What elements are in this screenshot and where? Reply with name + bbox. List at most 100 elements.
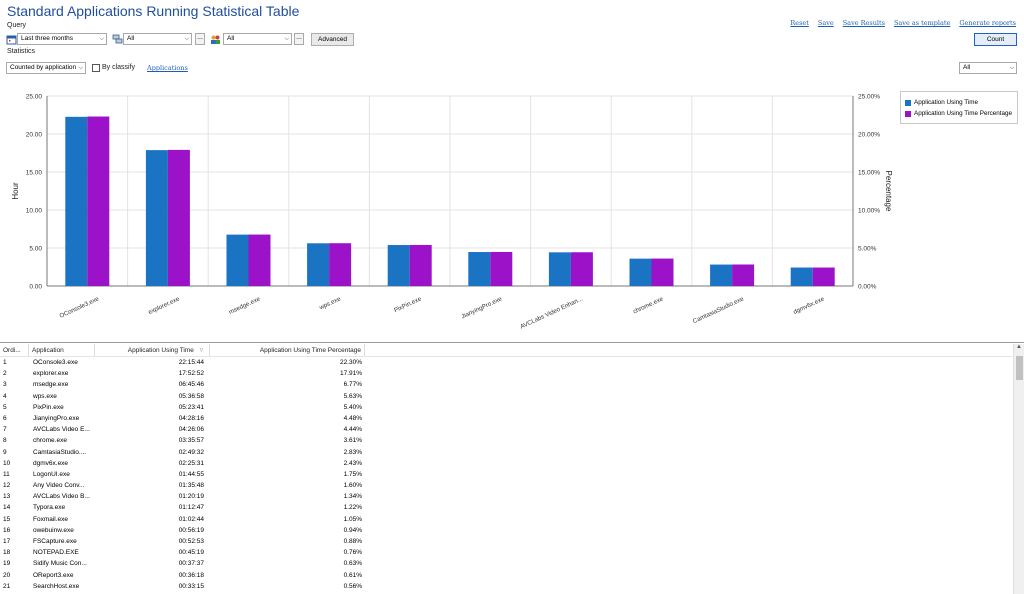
y2-tick-label: 10.00% (858, 208, 880, 215)
users-select[interactable]: All ⌵ (223, 33, 292, 45)
series-filter-select[interactable]: All ⌵ (959, 62, 1017, 74)
query-label: Query (7, 22, 27, 29)
dropdown-arrow-icon: ⌵ (1009, 65, 1014, 71)
legend-item-percentage: Application Using Time Percentage (905, 108, 1013, 119)
table-row[interactable]: 20 OReport3.exe 00:36:18 0.61% (0, 570, 1012, 581)
cell-using-time: 02:25:31 (178, 459, 204, 467)
cell-using-time: 01:20:19 (178, 493, 204, 501)
table-row[interactable]: 17 FSCapture.exe 00:52:53 0.88% (0, 536, 1012, 547)
cell-using-time: 17:52:52 (178, 370, 204, 378)
table-row[interactable]: 19 Sidify Music Con... 00:37:37 0.63% (0, 558, 1012, 569)
header-application[interactable]: Application (29, 344, 95, 356)
cell-using-percentage: 0.63% (343, 560, 362, 568)
computer-group-icon (112, 34, 123, 44)
generate-reports-link[interactable]: Generate reports (959, 19, 1016, 27)
section-divider (0, 342, 1024, 343)
y-tick-label: 15.00 (26, 170, 43, 177)
x-tick-label: OConsole3.exe (59, 295, 101, 320)
cell-ordinal: 21 (3, 582, 11, 590)
cell-using-percentage: 0.61% (343, 571, 362, 579)
bar-using-percentage (651, 258, 674, 286)
table-row[interactable]: 16 owebuinw.exe 00:56:19 0.94% (0, 525, 1012, 536)
dropdown-arrow-icon: ⌵ (78, 65, 83, 71)
cell-using-percentage: 5.40% (343, 403, 362, 411)
table-row[interactable]: 21 SearchHost.exe 00:33:15 0.56% (0, 581, 1012, 592)
table-row[interactable]: 2 explorer.exe 17:52:52 17.91% (0, 368, 1012, 379)
legend-item-time: Application Using Time (905, 97, 1013, 108)
header-using-time[interactable]: Application Using Time ▿ (95, 344, 210, 356)
users-browse-button[interactable]: ... (294, 33, 304, 45)
cell-using-percentage: 1.22% (343, 504, 362, 512)
cell-using-percentage: 1.75% (343, 470, 362, 478)
cell-ordinal: 8 (3, 437, 7, 445)
count-button[interactable]: Count (974, 33, 1017, 46)
header-using-percentage[interactable]: Application Using Time Percentage (210, 344, 365, 356)
table-row[interactable]: 13 AVCLabs Video B... 01:20:19 1.34% (0, 491, 1012, 502)
cell-using-percentage: 1.34% (343, 493, 362, 501)
table-row[interactable]: 8 chrome.exe 03:35:57 3.61% (0, 435, 1012, 446)
table-row[interactable]: 1 OConsole3.exe 22:15:44 22.30% (0, 357, 1012, 368)
cell-using-time: 02:49:32 (178, 448, 204, 456)
page-title: Standard Applications Running Statistica… (7, 3, 300, 19)
table-row[interactable]: 10 dgmv6x.exe 02:25:31 2.43% (0, 458, 1012, 469)
table-row[interactable]: 15 Foxmail.exe 01:02:44 1.05% (0, 514, 1012, 525)
table-row[interactable]: 9 CamtasiaStudio.... 02:49:32 2.83% (0, 447, 1012, 458)
cell-ordinal: 13 (3, 493, 11, 501)
cell-application: OReport3.exe (33, 571, 74, 579)
cell-using-percentage: 5.63% (343, 392, 362, 400)
advanced-button[interactable]: Advanced (311, 33, 354, 46)
cell-application: JianyingPro.exe (33, 414, 80, 422)
table-row[interactable]: 18 NOTEPAD.EXE 00:45:19 0.76% (0, 547, 1012, 558)
save-link[interactable]: Save (817, 19, 834, 27)
period-select[interactable]: Last three months ⌵ (17, 33, 107, 45)
y2-tick-label: 25.00% (858, 94, 880, 101)
scrollbar-thumb[interactable] (1016, 356, 1023, 380)
scroll-up-icon[interactable]: ▲ (1016, 344, 1022, 350)
by-classify-checkbox[interactable] (92, 64, 100, 72)
cell-ordinal: 17 (3, 538, 11, 545)
table-scrollbar[interactable]: ▲ (1013, 344, 1024, 594)
table-row[interactable]: 5 PixPin.exe 05:23:41 5.40% (0, 402, 1012, 413)
statistics-mode-value: Counted by application (10, 64, 77, 71)
table-row[interactable]: 12 Any Video Conv... 01:35:48 1.60% (0, 480, 1012, 491)
cell-ordinal: 18 (3, 549, 11, 557)
header-ordinal[interactable]: Ordi... (0, 344, 29, 356)
y-tick-label: 25.00 (26, 94, 43, 101)
computers-select[interactable]: All ⌵ (123, 33, 192, 45)
users-value: All (227, 35, 235, 42)
x-tick-label: AVCLabs Video Enhan... (519, 295, 584, 330)
cell-application: PixPin.exe (33, 403, 64, 411)
x-tick-label: msedge.exe (228, 295, 262, 316)
table-row[interactable]: 7 AVCLabs Video E... 04:26:06 4.44% (0, 424, 1012, 435)
chart-legend: Application Using Time Application Using… (900, 91, 1018, 124)
cell-ordinal: 10 (3, 459, 11, 467)
dropdown-arrow-icon: ⌵ (99, 36, 104, 42)
computers-value: All (127, 35, 135, 42)
cell-using-percentage: 2.43% (343, 459, 362, 467)
table-row[interactable]: 14 Typora.exe 01:12:47 1.22% (0, 502, 1012, 513)
bar-using-percentage (570, 252, 593, 286)
statistics-mode-select[interactable]: Counted by application ⌵ (6, 62, 86, 74)
cell-using-percentage: 6.77% (343, 381, 362, 389)
reset-link[interactable]: Reset (790, 19, 809, 27)
table-row[interactable]: 3 msedge.exe 06:45:46 6.77% (0, 379, 1012, 390)
bar-using-time (790, 267, 813, 286)
legend-swatch-percentage (905, 110, 911, 117)
applications-link[interactable]: Applications (147, 64, 188, 72)
cell-application: msedge.exe (33, 381, 69, 389)
dropdown-arrow-icon: ⌵ (284, 36, 289, 42)
save-as-template-link[interactable]: Save as template (893, 19, 951, 27)
cell-using-percentage: 17.91% (339, 370, 362, 378)
computers-browse-button[interactable]: ... (195, 33, 205, 45)
cell-application: Foxmail.exe (33, 515, 69, 523)
cell-using-percentage: 22.30% (339, 359, 362, 366)
cell-ordinal: 14 (3, 504, 11, 512)
bar-using-time (145, 150, 168, 286)
save-results-link[interactable]: Save Results (842, 19, 885, 27)
cell-ordinal: 1 (3, 359, 7, 366)
bar-using-time (65, 116, 88, 286)
table-row[interactable]: 11 LogonUI.exe 01:44:55 1.75% (0, 469, 1012, 480)
table-row[interactable]: 6 JianyingPro.exe 04:28:16 4.48% (0, 413, 1012, 424)
cell-application: Any Video Conv... (33, 482, 85, 490)
table-row[interactable]: 4 wps.exe 05:36:58 5.63% (0, 391, 1012, 402)
